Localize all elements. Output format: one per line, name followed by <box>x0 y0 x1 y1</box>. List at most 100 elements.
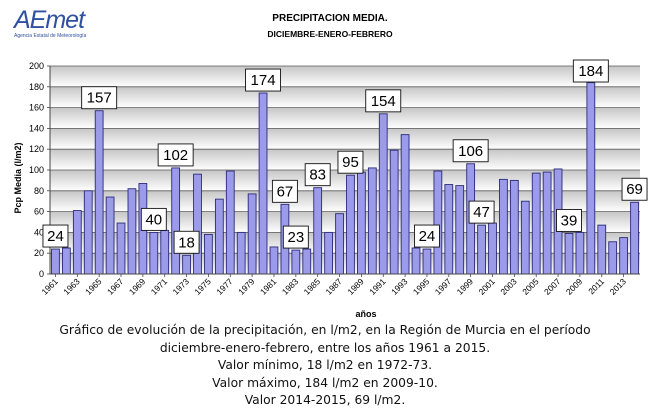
grid-band <box>50 86 640 108</box>
bar <box>444 184 454 275</box>
x-tick-label: 1999 <box>455 276 476 297</box>
caption-line: diciembre-enero-febrero, entre los años … <box>159 340 491 355</box>
bar <box>324 231 333 275</box>
bar <box>400 134 410 275</box>
bar <box>313 187 323 275</box>
data-label: 83 <box>304 163 331 187</box>
x-tick-labels: 1961 1963 1965 1967 1969 1971 1973 1975 1977 1979… <box>39 274 628 297</box>
y-tick-label: 20 <box>34 248 44 258</box>
data-label: 174 <box>245 68 282 92</box>
grid-band <box>50 66 640 87</box>
x-tick-label: 1997 <box>433 276 454 297</box>
x-tick-label: 1981 <box>258 276 279 297</box>
x-tick-label: 1995 <box>411 276 432 297</box>
bar <box>520 200 530 275</box>
data-label-text: 47 <box>473 204 490 221</box>
data-label: 102 <box>157 143 194 167</box>
y-tick-label: 60 <box>34 207 44 217</box>
data-label: 67 <box>271 179 298 203</box>
caption-line: Valor 2014-2015, 69 l/m2. <box>244 393 406 407</box>
x-tick-label: 2013 <box>608 276 629 297</box>
x-tick-label: 1965 <box>83 276 104 297</box>
bar <box>302 248 312 275</box>
data-label: 24 <box>413 224 440 248</box>
x-tick-label: 1977 <box>214 276 235 297</box>
aemet-logo: AEmet Agencia Estatal de Meteorología <box>14 6 104 52</box>
bar <box>171 167 181 275</box>
bar <box>433 170 443 275</box>
x-tick-label: 1969 <box>127 276 148 297</box>
chart-title: PRECIPITACION MEDIA. <box>272 13 388 24</box>
bar <box>258 92 268 275</box>
bar <box>367 167 377 275</box>
logo-text: AEmet <box>14 6 85 34</box>
x-tick-label: 1991 <box>367 276 388 297</box>
bar <box>182 254 191 275</box>
bar <box>335 213 344 275</box>
data-label-text: 67 <box>277 183 294 200</box>
data-label-text: 40 <box>145 211 162 228</box>
data-label: 47 <box>468 200 495 224</box>
bar <box>127 188 137 275</box>
data-label: 184 <box>572 59 609 83</box>
bar <box>149 231 159 275</box>
bar <box>455 185 465 275</box>
bar <box>346 174 355 275</box>
x-tick-label: 1967 <box>105 276 126 297</box>
logo-subtext: Agencia Estatal de Meteorología <box>14 33 87 39</box>
x-tick-label: 1983 <box>280 276 301 297</box>
x-tick-label: 1973 <box>171 276 192 297</box>
x-tick-label: 2005 <box>520 276 541 297</box>
bar <box>72 210 82 275</box>
y-tick-label: 140 <box>29 123 44 133</box>
x-tick-label: 1971 <box>149 276 170 297</box>
bar <box>389 149 399 275</box>
data-label-text: 102 <box>163 147 188 164</box>
x-tick-label: 2011 <box>586 276 606 296</box>
bar <box>236 231 246 275</box>
bar <box>357 171 366 275</box>
bar <box>291 249 301 275</box>
y-tick-label: 200 <box>29 61 44 71</box>
data-label-text: 69 <box>626 181 643 198</box>
data-label-text: 157 <box>87 90 112 107</box>
bar <box>564 232 574 275</box>
y-tick-label: 100 <box>29 165 44 175</box>
data-label-text: 174 <box>251 72 276 89</box>
x-tick-label: 2003 <box>498 276 519 297</box>
bar <box>94 110 104 275</box>
x-tick-label: 2009 <box>564 276 585 297</box>
x-tick-label: 1963 <box>61 276 82 297</box>
data-label: 23 <box>282 225 309 249</box>
bar <box>160 229 170 275</box>
data-label: 18 <box>173 230 200 254</box>
bar <box>411 247 421 275</box>
caption: Gráfico de evolución de la precipitación… <box>0 322 650 410</box>
bar <box>597 224 607 275</box>
data-label-text: 23 <box>287 229 304 246</box>
data-label: 95 <box>337 150 364 174</box>
grid-band <box>50 128 640 150</box>
data-label-text: 154 <box>371 93 396 110</box>
bar <box>586 82 596 275</box>
bar <box>116 222 126 275</box>
data-label-text: 184 <box>578 63 603 80</box>
grid-band <box>50 107 640 129</box>
data-label: 69 <box>621 177 648 201</box>
caption-line: Valor máximo, 184 l/m2 en 2009-10. <box>212 375 438 390</box>
bar <box>422 248 432 275</box>
bar <box>214 198 224 275</box>
x-tick-label: 2001 <box>476 276 497 297</box>
data-label-text: 95 <box>342 154 359 171</box>
bar <box>542 171 552 275</box>
y-tick-label: 40 <box>34 227 44 237</box>
bar <box>62 247 71 275</box>
precipitation-bar-chart: 0 20 40 60 80 100 120 140 160 180 200 1961 1963 1965… <box>13 59 648 319</box>
bar <box>247 193 257 275</box>
data-labels: 24 157 40 102 18 174 67 23 83 95 154 24 106 47 39 184 69 <box>42 59 648 254</box>
y-tick-label: 160 <box>29 103 44 113</box>
y-tick-label: 180 <box>29 82 44 92</box>
bar <box>204 234 213 275</box>
x-tick-label: 1979 <box>236 276 257 297</box>
bar <box>630 201 639 275</box>
